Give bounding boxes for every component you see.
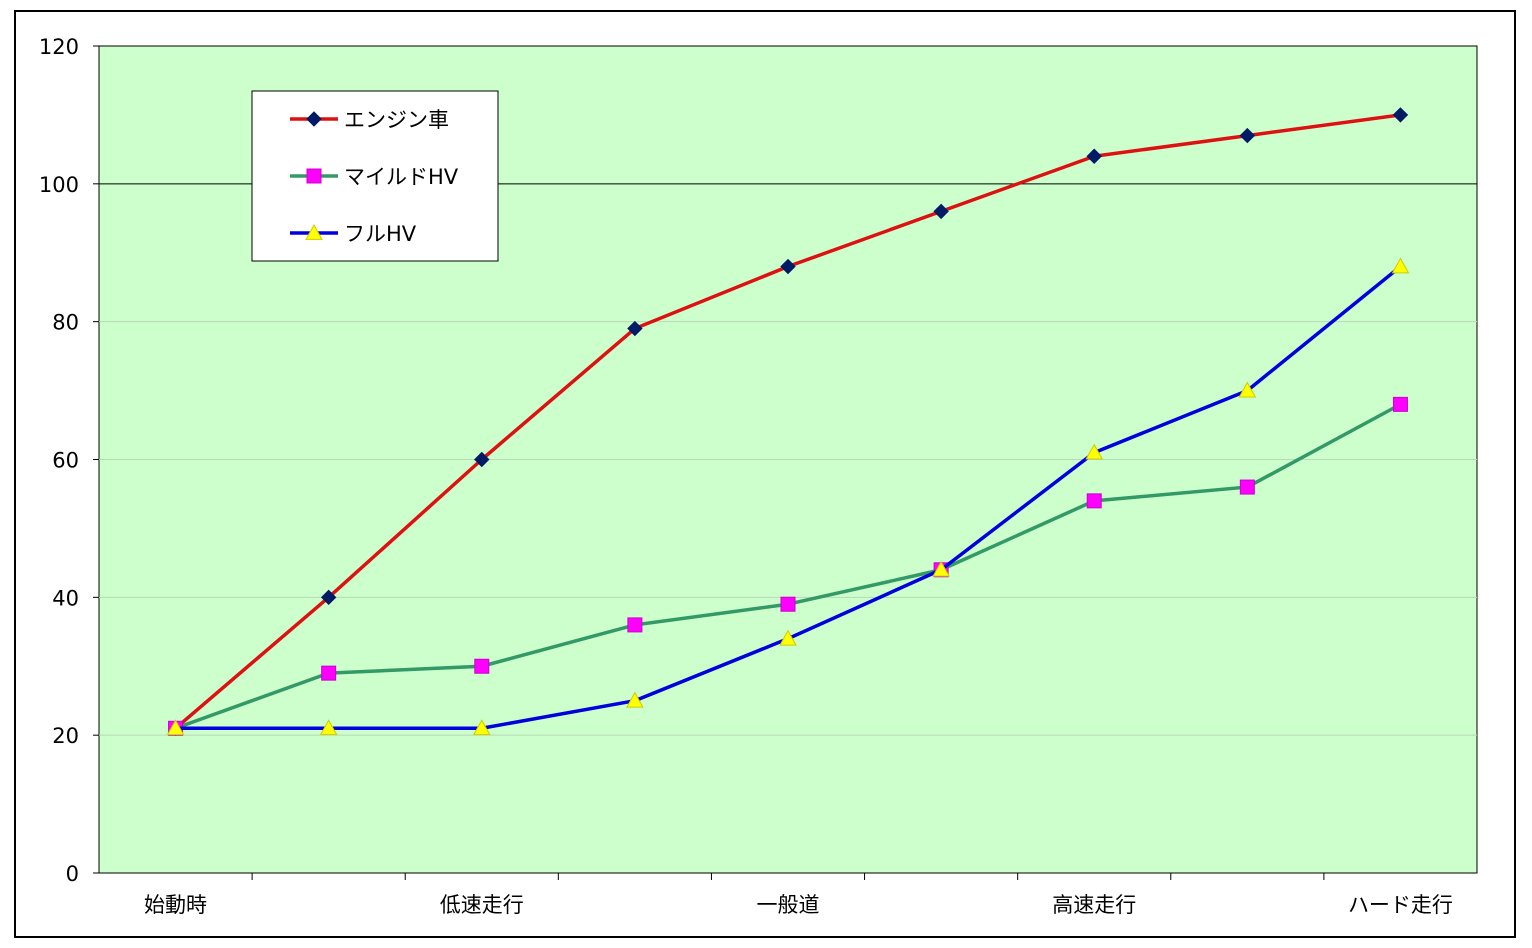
data-point (474, 658, 490, 674)
data-point (1392, 396, 1408, 412)
y-tick-label: 80 (52, 311, 79, 335)
data-point (472, 719, 491, 736)
data-point (780, 596, 796, 612)
data-point (1239, 127, 1256, 144)
data-point (1392, 107, 1409, 123)
x-tick-label: 一般道 (757, 893, 820, 917)
data-point (932, 560, 950, 577)
data-point (779, 629, 797, 646)
series-3 (166, 257, 1410, 736)
data-point (320, 589, 337, 606)
x-tick-label: 高速走行 (1052, 893, 1136, 917)
legend-label: マイルドHV (344, 165, 459, 189)
data-point (1391, 257, 1410, 274)
legend-label: フルHV (344, 222, 417, 246)
data-point (627, 617, 643, 633)
x-tick-label: 低速走行 (440, 893, 524, 917)
data-point (166, 719, 185, 736)
legend-item: エンジン車 (290, 108, 449, 132)
data-point (474, 451, 490, 468)
legend-item: フルHV (290, 222, 417, 246)
data-point (1239, 479, 1255, 495)
data-point (626, 691, 644, 708)
data-point (933, 203, 949, 220)
y-tick-label: 120 (39, 35, 79, 59)
data-point (321, 665, 337, 681)
data-point (1238, 381, 1257, 398)
legend-item: マイルドHV (290, 165, 459, 189)
data-point (627, 320, 643, 337)
legend-marker (305, 223, 323, 240)
data-point (780, 258, 796, 275)
y-tick-label: 100 (39, 173, 79, 197)
y-tick-label: 40 (52, 586, 79, 610)
data-point (1086, 148, 1102, 164)
data-point (1086, 493, 1102, 509)
y-tick-label: 0 (66, 862, 79, 886)
data-point (1085, 443, 1104, 460)
data-point (319, 719, 338, 736)
y-tick-label: 20 (52, 724, 79, 748)
legend-label: エンジン車 (344, 108, 449, 132)
x-tick-label: ハード走行 (1348, 893, 1453, 917)
legend-marker (306, 111, 322, 127)
x-tick-label: 始動時 (144, 893, 207, 917)
y-tick-label: 60 (52, 449, 79, 473)
legend-marker (306, 168, 322, 184)
